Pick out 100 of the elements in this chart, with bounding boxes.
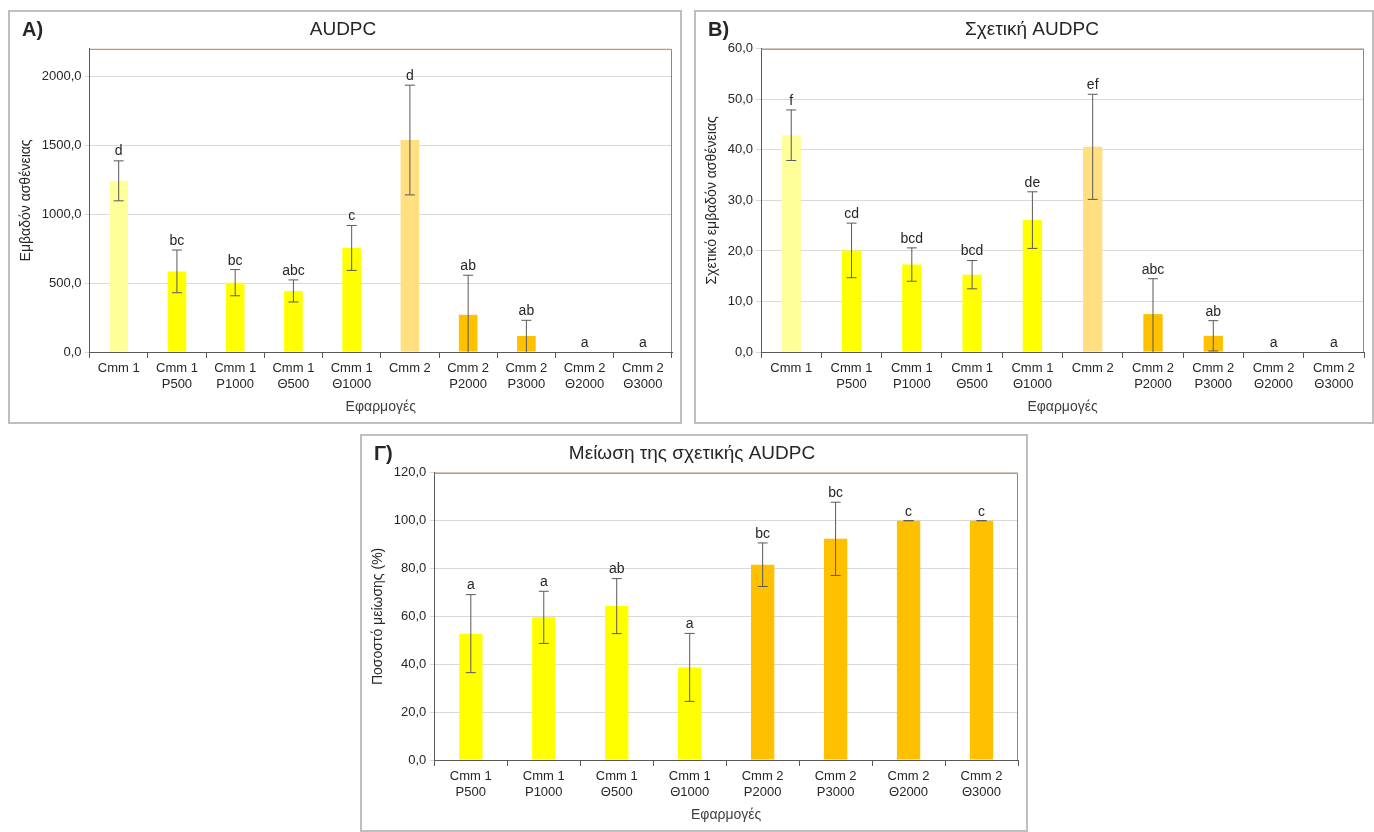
annotation: f	[789, 91, 794, 108]
bar	[225, 282, 245, 352]
annotation: bcd	[900, 229, 924, 246]
bar	[284, 290, 303, 352]
y-tick-label: 1000,0	[41, 205, 82, 221]
annotation: ab	[1205, 302, 1222, 319]
x-tick-label: Cmm 1 P1000	[214, 360, 257, 391]
text: B)	[708, 17, 730, 40]
y-tick-label: 0,0	[408, 751, 427, 767]
bar	[459, 633, 483, 760]
bar	[781, 135, 801, 352]
x-tick-label: Cmm 2 P2000	[1132, 360, 1174, 391]
x-tick-label: Cmm 2 Θ2000	[1252, 360, 1295, 391]
annotation: cd	[844, 205, 859, 221]
y-tick-label: 20,0	[727, 242, 754, 258]
annotation: a	[638, 333, 647, 350]
x-axis-title: Εφαρμογές	[691, 806, 762, 823]
annotation: d	[406, 66, 414, 83]
annotation: a	[685, 615, 694, 632]
x-tick-label: Cmm 1 Θ500	[951, 360, 994, 391]
y-axis-title: Εμβαδόν ασθένειας	[17, 139, 34, 262]
x-tick-label: Cmm 2 P3000	[1192, 360, 1235, 391]
chart-title: Σχετική AUDPC	[965, 17, 1099, 39]
x-tick-label: Cmm 1	[97, 360, 140, 376]
bar	[517, 336, 536, 352]
annotation: bcd	[960, 242, 984, 259]
bar	[841, 250, 862, 352]
bar	[605, 606, 629, 760]
bar	[1143, 314, 1163, 352]
x-tick-label: Cmm 2	[1071, 360, 1114, 376]
bar	[532, 617, 556, 760]
x-tick-label: Cmm 1 Θ1000	[1011, 360, 1054, 391]
annotation: bc	[169, 232, 185, 249]
x-tick-label: Cmm 2	[388, 360, 431, 376]
x-tick-label: Cmm 1	[770, 360, 813, 376]
x-tick-label: Cmm 1 Θ1000	[330, 360, 373, 391]
x-tick-label: Cmm 2 P3000	[505, 360, 548, 391]
bar	[823, 538, 848, 760]
y-tick-label: 60,0	[401, 607, 427, 623]
chart-title: AUDPC	[309, 17, 377, 39]
y-tick-label: 100,0	[393, 512, 427, 528]
annotation: c	[978, 502, 986, 519]
bar	[678, 667, 702, 760]
y-tick-label: 30,0	[727, 191, 754, 207]
annotation: c	[348, 206, 356, 223]
x-tick-label: Cmm 2 Θ3000	[1312, 360, 1355, 391]
annotation: c	[905, 502, 913, 519]
x-tick-label: Cmm 1 P500	[155, 360, 198, 391]
bar	[167, 271, 187, 352]
x-axis-title: Εφαρμογές	[345, 398, 417, 415]
bar	[969, 520, 994, 760]
x-tick-label: Cmm 1 P500	[449, 768, 492, 799]
text: A)	[22, 17, 44, 40]
annotation: a	[1329, 333, 1338, 350]
y-tick-label: 50,0	[727, 90, 754, 106]
y-tick-label: 10,0	[727, 293, 754, 309]
text: Γ)	[374, 441, 393, 464]
x-axis-title: Εφαρμογές	[1027, 398, 1098, 415]
annotation: ef	[1086, 76, 1099, 93]
x-tick-label: Cmm 2 P3000	[814, 768, 857, 799]
x-tick-label: Cmm 1 Θ500	[272, 360, 315, 391]
bar	[109, 180, 128, 352]
annotation: a	[1269, 333, 1278, 350]
bar	[342, 247, 361, 352]
y-axis-title: Σχετικό εμβαδόν ασθένειας	[703, 116, 720, 285]
x-tick-label: Cmm 2 Θ3000	[621, 360, 664, 391]
chart-title: Μείωση της σχετικής AUDPC	[568, 441, 816, 463]
bar	[1022, 220, 1043, 352]
annotation: d	[114, 142, 123, 159]
y-tick-label: 0,0	[63, 343, 82, 359]
y-axis-title: Ποσοστό μείωσης (%)	[369, 547, 386, 686]
annotation: a	[466, 576, 475, 593]
bar	[896, 520, 921, 760]
x-tick-label: Cmm 2 P2000	[741, 768, 784, 799]
annotation: de	[1024, 173, 1041, 190]
x-tick-label: Cmm 2 P2000	[447, 360, 490, 391]
x-tick-label: Cmm 1 P500	[830, 360, 873, 391]
x-tick-label: Cmm 2 Θ3000	[960, 768, 1003, 799]
y-tick-label: 500,0	[49, 274, 82, 290]
y-tick-label: 120,0	[393, 464, 427, 480]
y-tick-label: 0,0	[735, 343, 754, 359]
annotation: a	[539, 573, 548, 590]
bar	[1083, 146, 1103, 352]
annotation: bc	[227, 251, 243, 268]
x-tick-label: Cmm 1 P1000	[890, 360, 933, 391]
y-tick-label: 2000,0	[41, 67, 82, 83]
annotation: abc	[1141, 260, 1165, 277]
annotation: a	[580, 333, 589, 350]
x-tick-label: Cmm 1 P1000	[522, 768, 565, 799]
bar	[400, 140, 420, 352]
x-tick-label: Cmm 2 Θ2000	[887, 768, 930, 799]
x-tick-label: Cmm 1 Θ500	[595, 768, 638, 799]
annotation: ab	[608, 560, 625, 577]
y-tick-label: 1500,0	[41, 136, 82, 152]
bar	[902, 264, 922, 352]
annotation: ab	[518, 302, 535, 319]
x-tick-label: Cmm 1 Θ1000	[668, 768, 711, 799]
annotation: abc	[282, 261, 305, 278]
y-tick-label: 40,0	[401, 655, 427, 671]
y-tick-label: 40,0	[727, 141, 754, 157]
